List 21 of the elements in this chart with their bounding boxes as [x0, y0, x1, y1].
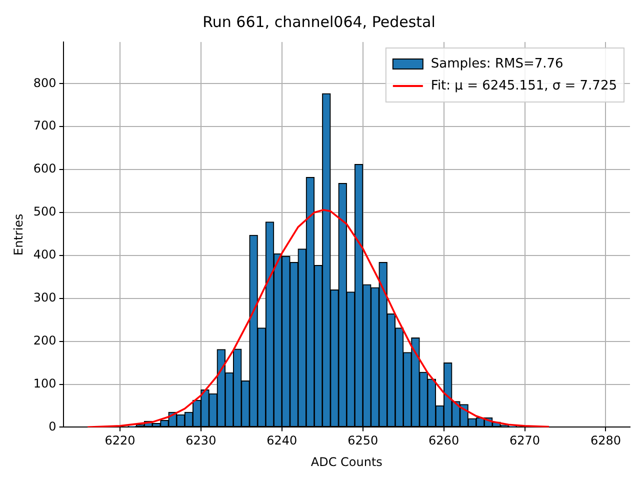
y-tick-label: 800	[33, 76, 56, 90]
y-tick-label: 400	[33, 248, 56, 262]
y-axis-title: Entries	[11, 214, 26, 256]
x-tick-label: 6260	[428, 434, 460, 448]
x-axis-title: ADC Counts	[310, 454, 382, 469]
y-tick-label: 700	[33, 118, 56, 133]
x-tick-label: 6230	[186, 434, 216, 448]
legend-label: Samples: RMS=7.76	[430, 56, 564, 72]
y-tick-label: 200	[33, 333, 56, 348]
x-tick-label: 6250	[348, 434, 378, 448]
y-tick-label: 600	[33, 162, 56, 176]
y-tick-label: 300	[33, 290, 56, 304]
legend-label: Fit: μ = 6245.151, σ = 7.725	[430, 78, 618, 94]
x-tick-label: 6240	[266, 434, 298, 448]
x-tick-label: 6280	[590, 434, 621, 448]
y-tick-label: 100	[33, 376, 56, 390]
y-tick-label: 500	[33, 204, 56, 219]
y-tick-label: 0	[48, 419, 56, 434]
x-tick-label: 6220	[104, 434, 136, 448]
chart-title: Run 661, channel064, Pedestal	[202, 12, 436, 31]
x-tick-label: 6270	[509, 434, 540, 448]
